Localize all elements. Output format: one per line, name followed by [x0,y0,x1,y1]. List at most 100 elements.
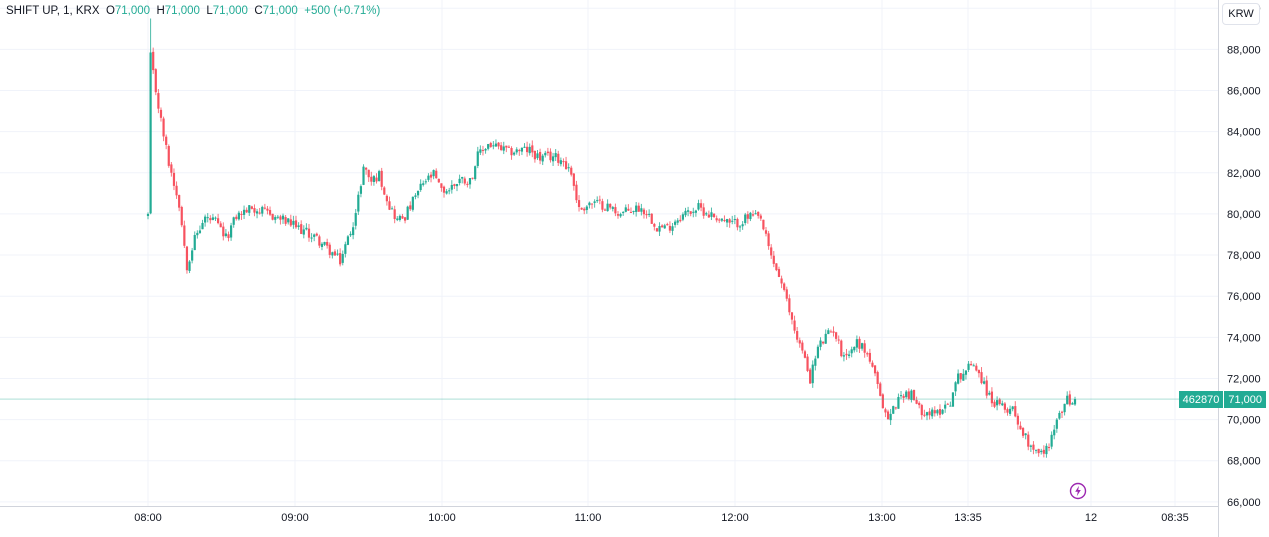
candle-body [754,213,757,215]
candle-body [661,225,664,228]
candle-body [146,213,150,216]
candle-body [1073,399,1077,405]
candle-body [949,405,952,407]
candle-body [1008,408,1012,414]
candle-body [806,356,809,371]
candle-body [751,214,755,216]
candle-body [474,166,477,180]
candle-body [1016,415,1019,425]
candle-body [191,250,194,261]
candle-body [679,219,682,222]
candle-body [863,343,866,353]
candle-body [214,217,217,219]
candle-body [619,214,622,217]
candle-body [842,355,845,357]
candle-body [339,253,342,265]
candle-body [564,161,568,170]
candle-body [983,381,986,384]
candle-body [1019,425,1022,430]
candle-body [489,142,492,147]
lightning-icon[interactable] [1069,482,1087,500]
candle-body [463,178,466,184]
candle-body [845,353,848,356]
candle-body [531,145,534,153]
candle-body [850,349,853,354]
candle-body [894,407,897,409]
candle-body [918,402,921,406]
candle-body [217,218,220,224]
candle-body [590,203,594,205]
candle-body [320,243,324,247]
candle-body [494,143,498,147]
candle-body [201,222,204,230]
candle-body [403,217,407,221]
x-tick-label: 11:00 [575,512,602,524]
candle-body [232,217,235,225]
candle-body [606,203,609,212]
candle-body [328,244,331,255]
candle-body [1037,448,1040,454]
candle-body [674,221,677,225]
candle-body [637,205,640,212]
candle-body [915,399,918,404]
candle-body [858,338,861,349]
high-label: H [156,5,165,17]
change-value: +500 (+0.71%) [304,5,381,17]
candle-body [840,340,843,357]
candle-body [198,230,202,233]
candle-body [274,217,277,220]
candle-body [723,219,726,222]
candle-body [783,283,786,290]
y-tick-label: 74,000 [1227,332,1261,344]
candle-body [165,136,168,145]
candle-body [551,156,555,162]
candle-body [596,200,599,202]
candle-body [281,215,285,220]
x-tick-label: 12:00 [721,512,749,524]
candle-body [816,346,820,358]
x-tick-label: 09:00 [281,512,309,524]
candle-body [889,413,892,421]
candle-body [422,183,425,185]
candle-body [175,185,178,196]
candle-body [513,152,516,155]
candle-body [970,363,973,366]
candle-body [450,184,453,190]
candle-body [583,208,586,211]
candle-body [866,353,869,355]
candle-body [159,109,163,118]
candle-body [884,409,887,413]
candle-body [938,408,942,415]
candle-body [411,196,414,210]
candle-body [370,176,373,182]
candle-body [570,167,573,175]
candle-body [310,237,313,239]
currency-button[interactable]: KRW [1222,3,1260,25]
candle-body [227,234,230,239]
candle-body [920,405,923,416]
candle-body [699,203,703,208]
high-value: 71,000 [164,5,200,17]
candle-body [993,401,996,407]
candle-body [1068,394,1071,405]
candle-body [746,214,749,219]
candle-body [689,211,692,214]
candle-body [427,175,430,180]
last-price-value: 71,000 [1224,391,1266,409]
candle-body [1014,406,1017,417]
candle-body [523,146,526,148]
candle-body [614,207,617,214]
candle-body [635,205,638,212]
y-tick-label: 78,000 [1227,250,1261,262]
candle-body [902,395,905,398]
y-tick-label: 76,000 [1227,291,1261,303]
candle-body [458,178,461,184]
candle-body [671,226,674,231]
candle-body [333,251,337,256]
candle-body [749,212,752,220]
symbol-name: SHIFT UP [6,5,57,17]
candle-body [289,219,292,226]
candle-body [284,217,287,224]
